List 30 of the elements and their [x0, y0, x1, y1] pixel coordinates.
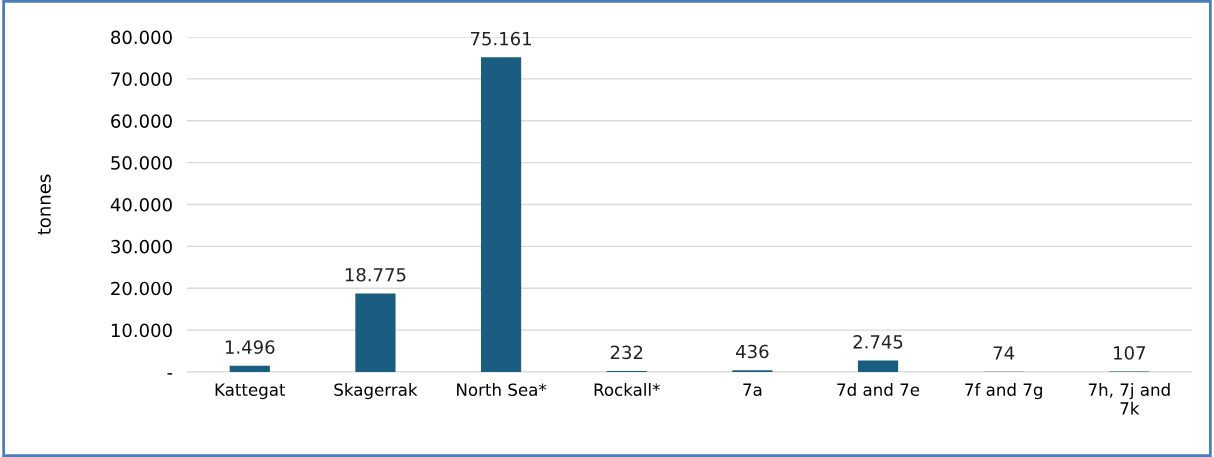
data-label: 75.161	[470, 31, 531, 46]
bar	[355, 293, 396, 372]
x-tick-label: 7a	[743, 383, 762, 397]
y-tick-label: 40.000	[110, 197, 172, 212]
data-label: 107	[1114, 346, 1146, 360]
bar	[857, 360, 899, 372]
x-tick-label: 7h, 7j and 7k	[1088, 383, 1170, 415]
x-tick-label: Kattegat	[215, 383, 286, 400]
data-label: 436	[736, 344, 769, 359]
y-tick-label: -	[167, 373, 173, 375]
data-label: 18.775	[345, 267, 406, 282]
x-tick-label: 7d and 7e	[837, 383, 920, 397]
data-label: 1.496	[225, 340, 275, 354]
x-tick-label: Skagerrak	[334, 383, 418, 400]
data-label: 232	[610, 345, 643, 360]
y-tick-label: 30.000	[111, 239, 172, 254]
y-tick-label: 70.000	[111, 72, 172, 87]
bar	[480, 57, 522, 372]
bar	[229, 365, 270, 372]
data-label: 74	[993, 346, 1015, 360]
x-tick-label: North Sea*	[457, 383, 547, 397]
y-tick-label: 50.000	[111, 156, 172, 170]
y-tick-label: 10.000	[111, 323, 172, 338]
x-tick-label: 7f and 7g	[965, 383, 1042, 400]
y-tick-label: 60.000	[111, 114, 172, 128]
y-axis-title: tonnes	[37, 174, 51, 235]
y-tick-label: 80.000	[111, 30, 172, 45]
x-tick-label: Rockall*	[594, 383, 660, 397]
y-tick-label: 20.000	[111, 281, 172, 296]
data-label: 2.745	[853, 335, 903, 349]
